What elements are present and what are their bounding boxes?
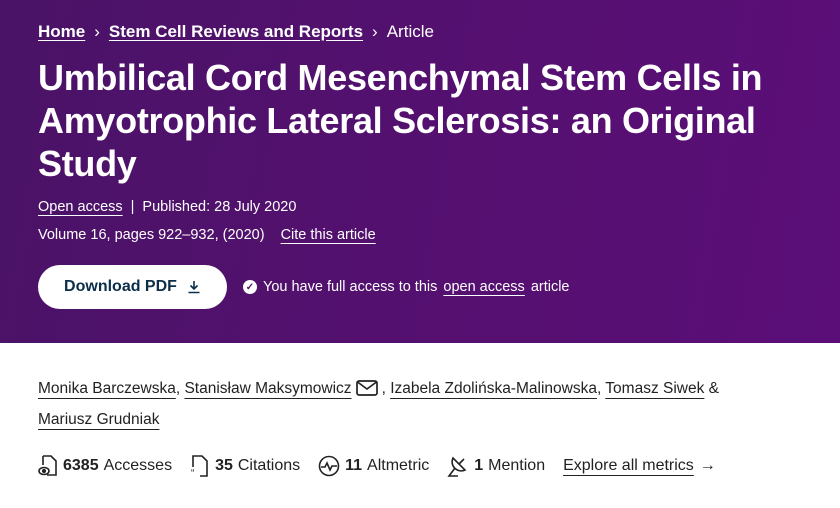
author-link[interactable]: Tomasz Siwek [605, 380, 705, 397]
download-label: Download PDF [64, 278, 177, 295]
divider: | [130, 199, 135, 215]
download-pdf-button[interactable]: Download PDF [38, 265, 227, 309]
mention-label: Mention [488, 457, 546, 474]
altmetric-metric: 11 Altmetric [318, 455, 429, 477]
chevron-right-icon: › [94, 22, 100, 41]
accesses-count: 6385 [63, 457, 99, 474]
breadcrumb-journal[interactable]: Stem Cell Reviews and Reports [108, 22, 364, 41]
altmetric-icon [318, 455, 340, 477]
page-title: Umbilical Cord Mesenchymal Stem Cells in… [38, 57, 763, 184]
document-eye-icon [38, 455, 57, 476]
mention-count: 1 [474, 457, 484, 474]
mention-metric: 1 Mention [447, 455, 545, 477]
article-header: Home › Stem Cell Reviews and Reports › A… [0, 0, 840, 343]
accesses-label: Accesses [103, 457, 173, 474]
author-link[interactable]: Monika Barczewska [38, 380, 176, 397]
altmetric-count: 11 [345, 457, 363, 474]
check-circle-icon: ✓ [243, 280, 257, 294]
email-icon[interactable] [355, 380, 378, 396]
author-link[interactable]: Stanisław Maksymowicz [184, 380, 352, 397]
author-list: Monika Barczewska, Stanisław Maksymowicz… [38, 380, 720, 428]
published-date: Published: 28 July 2020 [142, 199, 297, 215]
author-link[interactable]: Izabela Zdolińska-Malinowska [390, 380, 597, 397]
access-text: You have full access to this [263, 279, 438, 295]
citations-label: Citations [237, 457, 301, 474]
cite-link[interactable]: Cite this article [280, 227, 376, 243]
volume-info: Volume 16, pages 922–932, (2020) [38, 227, 265, 243]
accesses-metric: 6385 Accesses [38, 455, 172, 477]
download-icon [188, 281, 200, 294]
citations-count: 35 [215, 457, 233, 474]
breadcrumb-current: Article [386, 22, 434, 41]
chevron-right-icon: › [372, 22, 378, 41]
breadcrumb: Home › Stem Cell Reviews and Reports › A… [38, 20, 802, 44]
access-notice: ✓ You have full access to this open acce… [243, 279, 570, 295]
altmetric-label: Altmetric [367, 457, 430, 474]
document-quote-icon: “ [191, 455, 208, 477]
open-access-link-2[interactable]: open access [443, 279, 525, 295]
author-link[interactable]: Mariusz Grudniak [38, 411, 160, 428]
svg-text:“: “ [191, 468, 194, 477]
open-access-link[interactable]: Open access [38, 199, 123, 215]
article-metrics: 6385 Accesses “ 35 Citations 11 Altmetric 1… [0, 435, 840, 477]
breadcrumb-home[interactable]: Home [38, 22, 86, 41]
explore-metrics-link[interactable]: Explore all metrics [563, 457, 694, 474]
access-text-suffix: article [530, 279, 570, 295]
satellite-dish-icon [447, 456, 467, 477]
arrow-right-icon: → [699, 457, 716, 474]
citations-metric: “ 35 Citations [190, 455, 300, 477]
